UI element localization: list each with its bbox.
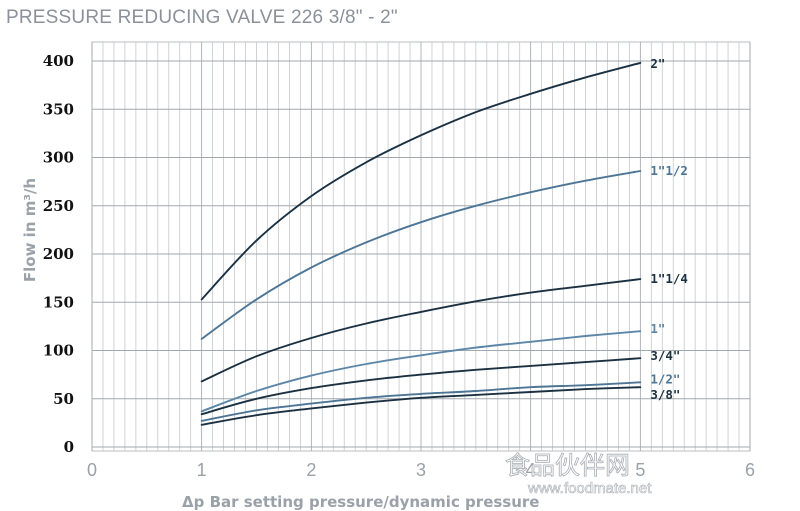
chart-title: PRESSURE REDUCING VALVE 226 3/8" - 2" [6, 7, 398, 28]
x-tick-labels: 0 1 2 3 4 5 6 [87, 460, 755, 480]
y-tick-label: 0 [64, 438, 74, 456]
x-tick-label: 3 [416, 460, 426, 480]
series-line [200, 381, 642, 422]
series-label: 1" [650, 321, 665, 336]
series-line [200, 278, 642, 383]
x-tick-label: 0 [87, 460, 97, 480]
series-label: 3/8" [650, 387, 680, 402]
y-tick-label: 250 [43, 197, 74, 215]
series-label: 3/4" [650, 348, 680, 363]
grid [91, 42, 751, 451]
series-line [200, 61, 642, 301]
series-label: 1"1/4 [650, 271, 688, 286]
series-line [200, 357, 642, 416]
series-label: 1/2" [650, 371, 680, 386]
series-label: 1"1/2 [650, 163, 688, 178]
y-tick-label: 300 [43, 149, 74, 167]
y-tick-label: 100 [43, 342, 74, 360]
y-tick-labels: 0 50 100 150 200 250 300 350 400 [43, 52, 74, 456]
series-line [200, 330, 642, 413]
watermark-cjk: 食品伙伴网 [505, 451, 630, 480]
y-tick-label: 400 [43, 52, 74, 70]
series-lines [200, 61, 642, 426]
y-tick-label: 350 [43, 100, 74, 118]
x-tick-label: 6 [745, 460, 755, 480]
x-axis-label: Δp Bar setting pressure/dynamic pressure [182, 493, 539, 511]
x-tick-label: 1 [197, 460, 207, 480]
series-line [200, 170, 642, 340]
x-tick-label: 5 [635, 460, 645, 480]
y-tick-label: 50 [53, 390, 74, 408]
series-labels: 2" 1"1/2 1"1/4 1" 3/4" 1/2"3/8" [650, 56, 688, 402]
watermark-url: www.foodmate.net [527, 480, 652, 497]
y-axis-label: Flow in m³/h [21, 178, 39, 282]
y-tick-label: 150 [43, 293, 74, 311]
x-tick-label: 4 [526, 460, 536, 480]
series-label: 2" [650, 56, 665, 71]
series-line [200, 386, 642, 426]
x-tick-label: 2 [306, 460, 316, 480]
y-tick-label: 200 [43, 245, 74, 263]
